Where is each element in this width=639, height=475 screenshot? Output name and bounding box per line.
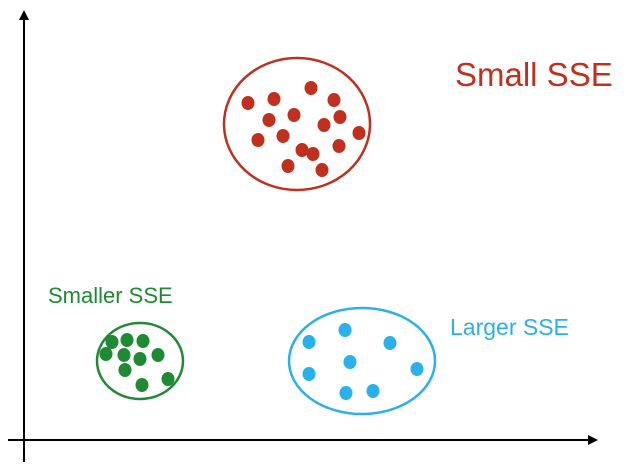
blue-cluster-points xyxy=(302,323,424,400)
green-point xyxy=(105,335,119,349)
blue-cluster-boundary xyxy=(287,306,437,416)
green-point xyxy=(135,378,149,392)
small-sse-label: Small SSE xyxy=(455,56,613,93)
red-point xyxy=(333,110,347,124)
red-point xyxy=(251,133,265,147)
smaller-sse-label: Smaller SSE xyxy=(48,283,173,308)
red-point xyxy=(281,159,295,173)
blue-point xyxy=(338,323,352,337)
blue-point xyxy=(302,335,316,349)
red-point xyxy=(332,139,346,153)
red-point xyxy=(306,147,320,161)
red-point xyxy=(276,129,290,143)
red-point xyxy=(315,163,329,177)
green-point xyxy=(151,348,165,362)
green-point xyxy=(99,347,113,361)
red-point xyxy=(241,96,255,110)
blue-point xyxy=(410,362,424,376)
green-point xyxy=(133,352,147,366)
red-point xyxy=(304,81,318,95)
red-cluster-boundary xyxy=(222,56,372,192)
green-cluster-points xyxy=(99,333,175,392)
red-point xyxy=(262,113,276,127)
red-point xyxy=(352,126,366,140)
red-point xyxy=(327,93,341,107)
red-cluster-points xyxy=(241,81,366,177)
green-point xyxy=(120,333,134,347)
blue-point xyxy=(343,355,357,369)
red-point xyxy=(295,143,309,157)
blue-point xyxy=(383,336,397,350)
red-point xyxy=(287,108,301,122)
larger-sse-label: Larger SSE xyxy=(450,314,569,340)
red-cluster xyxy=(222,56,372,192)
green-point xyxy=(117,348,131,362)
green-cluster-boundary xyxy=(95,321,185,401)
red-point xyxy=(267,92,281,106)
blue-point xyxy=(366,384,380,398)
green-point xyxy=(136,334,150,348)
green-point xyxy=(118,363,132,377)
blue-cluster xyxy=(287,306,437,416)
red-point xyxy=(317,118,331,132)
blue-point xyxy=(339,386,353,400)
green-cluster xyxy=(95,321,185,401)
green-point xyxy=(161,372,175,386)
blue-point xyxy=(302,367,316,381)
